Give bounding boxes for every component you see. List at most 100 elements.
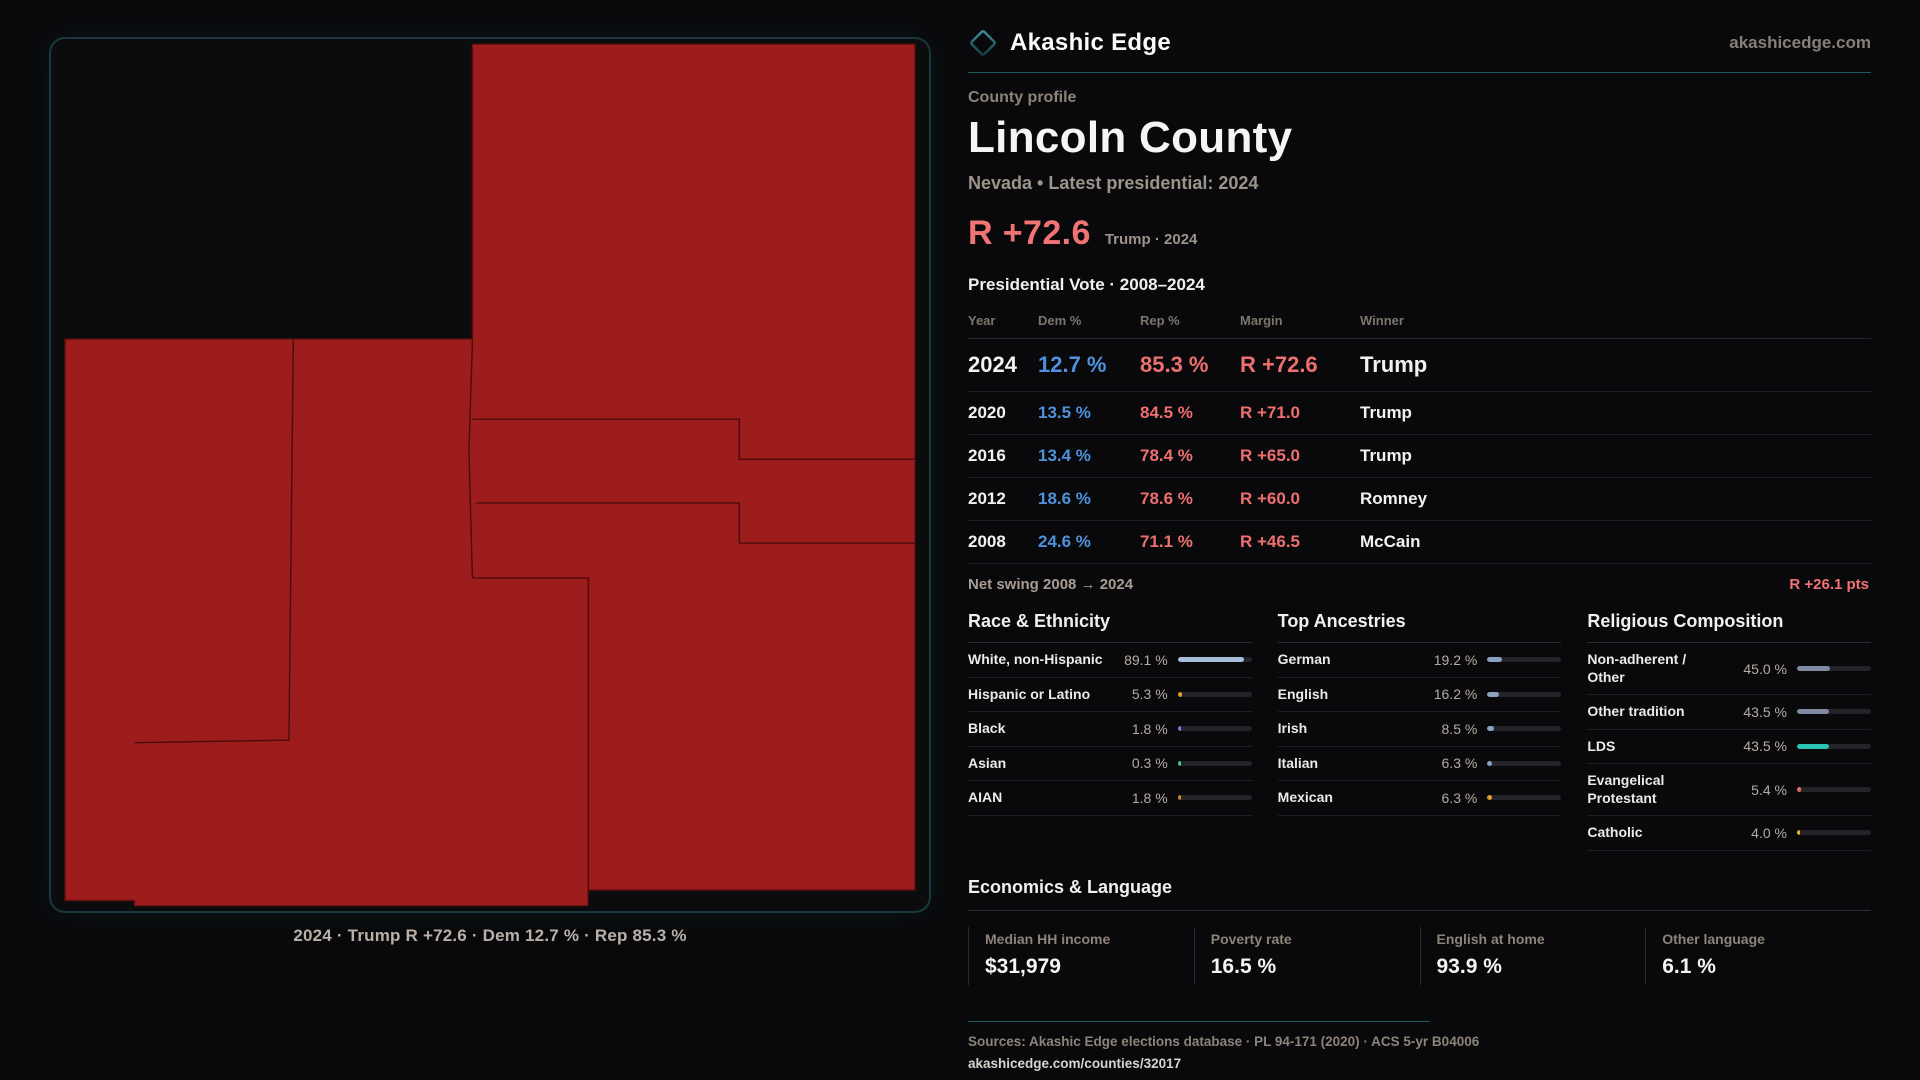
county-permalink[interactable]: akashicedge.com/counties/32017 bbox=[968, 1055, 1182, 1071]
demo-label: Mexican bbox=[1277, 789, 1333, 805]
vote-margin: R +71.0 bbox=[1240, 403, 1301, 422]
demo-bar-fill bbox=[1487, 691, 1500, 697]
demo-row-evangelical-protestant: Evangelical Protestant 5.4 % bbox=[1587, 764, 1871, 816]
demo-bar-fill bbox=[1177, 795, 1181, 801]
demo-label: White, non-Hispanic bbox=[968, 651, 1103, 667]
demo-row-black: Black 1.8 % bbox=[968, 712, 1252, 747]
demo-value: 43.5 % bbox=[1743, 703, 1787, 720]
vote-year: 2012 bbox=[968, 489, 1006, 508]
demo-bar-fill bbox=[1487, 726, 1494, 732]
econ-stat-english-at-home: English at home 93.9 % bbox=[1419, 926, 1646, 985]
demo-value: 8.5 % bbox=[1441, 720, 1478, 737]
demo-row-asian: Asian 0.3 % bbox=[968, 747, 1252, 781]
vote-winner: Romney bbox=[1360, 489, 1428, 508]
demo-value: 5.3 % bbox=[1131, 686, 1168, 703]
econ-stat-median-hh-income: Median HH income $31,979 bbox=[968, 926, 1194, 985]
demo-label: German bbox=[1277, 651, 1331, 667]
demo-label: Catholic bbox=[1587, 824, 1643, 840]
demo-bar bbox=[1796, 743, 1871, 749]
demo-label: Black bbox=[968, 720, 1006, 736]
demo-value: 45.0 % bbox=[1743, 660, 1787, 677]
county-map bbox=[64, 43, 916, 907]
econ-stat-other-language: Other language 6.1 % bbox=[1645, 926, 1871, 985]
demo-bar bbox=[1487, 760, 1562, 766]
vote-column-header-margin: Margin bbox=[1240, 313, 1283, 328]
demo-label: Evangelical Protestant bbox=[1587, 772, 1665, 806]
demo-section-title: Race & Ethnicity bbox=[968, 611, 1252, 643]
county-shape bbox=[64, 43, 916, 907]
vote-winner: Trump bbox=[1360, 352, 1428, 377]
demo-bar-fill bbox=[1796, 743, 1830, 749]
vote-column-header-winner: Winner bbox=[1360, 313, 1404, 328]
vote-rep-share: 84.5 % bbox=[1140, 403, 1193, 422]
brand-name: Akashic Edge bbox=[1010, 29, 1171, 56]
demo-row-italian: Italian 6.3 % bbox=[1277, 747, 1562, 781]
demo-bar-fill bbox=[1177, 691, 1182, 697]
demo-bar bbox=[1487, 691, 1562, 697]
econ-stat-poverty-rate: Poverty rate 16.5 % bbox=[1193, 926, 1420, 985]
demo-label: AIAN bbox=[968, 789, 1003, 805]
vote-margin: R +60.0 bbox=[1240, 489, 1301, 508]
demo-row-aian: AIAN 1.8 % bbox=[968, 781, 1252, 816]
demo-value: 5.4 % bbox=[1751, 781, 1787, 798]
demo-value: 4.0 % bbox=[1751, 824, 1787, 841]
vote-column-header-rep: Rep % bbox=[1140, 313, 1180, 328]
econ-stat-value: 16.5 % bbox=[1210, 954, 1277, 978]
demo-label: Hispanic or Latino bbox=[968, 685, 1091, 702]
vote-year: 2016 bbox=[968, 446, 1006, 465]
demo-bar-fill bbox=[1487, 657, 1502, 663]
vote-margin: R +65.0 bbox=[1240, 446, 1301, 465]
demo-label: Italian bbox=[1277, 754, 1319, 771]
demographics-grid: Race & Ethnicity White, non-Hispanic 89.1 … bbox=[968, 611, 1871, 851]
demo-section-top-ancestries: Top Ancestries German 19.2 % English 16.2 % I… bbox=[1277, 611, 1562, 851]
vote-dem-share: 12.7 % bbox=[1038, 352, 1107, 377]
demo-bar-fill bbox=[1177, 726, 1181, 732]
demo-label: Other tradition bbox=[1587, 703, 1685, 719]
demo-label: LDS bbox=[1587, 737, 1616, 754]
demo-row-hispanic-or-latino: Hispanic or Latino 5.3 % bbox=[968, 678, 1252, 712]
econ-stat-label: Median HH income bbox=[985, 930, 1111, 947]
vote-row-2020: 2020 13.5 % 84.5 % R +71.0 Trump bbox=[968, 392, 1871, 435]
demo-value: 89.1 % bbox=[1124, 651, 1168, 668]
demo-value: 6.3 % bbox=[1441, 789, 1478, 806]
demo-bar bbox=[1177, 691, 1252, 697]
demo-bar bbox=[1177, 760, 1252, 766]
demo-bar bbox=[1177, 726, 1252, 732]
demo-row-mexican: Mexican 6.3 % bbox=[1277, 781, 1562, 816]
vote-table-title: Presidential Vote · 2008–2024 bbox=[968, 275, 1205, 294]
demo-label: Non-adherent / Other bbox=[1587, 651, 1687, 685]
demo-section-religious-composition: Religious Composition Non-adherent / Othe… bbox=[1587, 611, 1871, 851]
vote-year: 2024 bbox=[968, 352, 1017, 377]
demo-bar-fill bbox=[1796, 709, 1830, 715]
vote-table: Year Dem % Rep % Margin Winner 2024 12.7 % 85.… bbox=[968, 307, 1871, 564]
economics-section: Economics & Language Median HH income $31… bbox=[968, 877, 1871, 985]
econ-stat-value: $31,979 bbox=[985, 954, 1061, 978]
demo-bar bbox=[1796, 830, 1871, 836]
demo-bar bbox=[1796, 787, 1871, 792]
vote-column-header-year: Year bbox=[968, 313, 996, 328]
subtitle: Nevada • Latest presidential: 2024 bbox=[968, 173, 1259, 193]
demo-value: 1.8 % bbox=[1131, 789, 1168, 806]
demo-value: 16.2 % bbox=[1433, 686, 1478, 703]
demo-value: 1.8 % bbox=[1131, 720, 1168, 737]
profile-panel: Akashic Edge akashicedge.com County prof… bbox=[968, 28, 1871, 1071]
demo-label: Irish bbox=[1277, 720, 1308, 736]
demo-bar-fill bbox=[1487, 760, 1492, 766]
vote-row-2016: 2016 13.4 % 78.4 % R +65.0 Trump bbox=[968, 435, 1871, 478]
precinct-boundaries bbox=[134, 338, 915, 906]
latest-margin: R +72.6 bbox=[968, 214, 1091, 252]
demo-row-white-non-hispanic: White, non-Hispanic 89.1 % bbox=[968, 643, 1252, 678]
net-swing-value: R +26.1 pts bbox=[1789, 576, 1869, 593]
econ-stat-value: 6.1 % bbox=[1662, 954, 1716, 978]
vote-dem-share: 13.4 % bbox=[1038, 446, 1091, 465]
demo-row-lds: LDS 43.5 % bbox=[1587, 730, 1871, 764]
brand-domain-link[interactable]: akashicedge.com bbox=[1729, 33, 1871, 52]
demo-bar bbox=[1487, 795, 1562, 801]
vote-winner: Trump bbox=[1360, 446, 1412, 465]
demo-section-title: Top Ancestries bbox=[1277, 611, 1562, 643]
kicker: County profile bbox=[968, 89, 1077, 106]
vote-rep-share: 85.3 % bbox=[1140, 352, 1209, 377]
sources-text: Sources: Akashic Edge elections database… bbox=[968, 1033, 1480, 1049]
vote-row-2012: 2012 18.6 % 78.6 % R +60.0 Romney bbox=[968, 478, 1871, 521]
vote-margin: R +72.6 bbox=[1240, 352, 1318, 377]
